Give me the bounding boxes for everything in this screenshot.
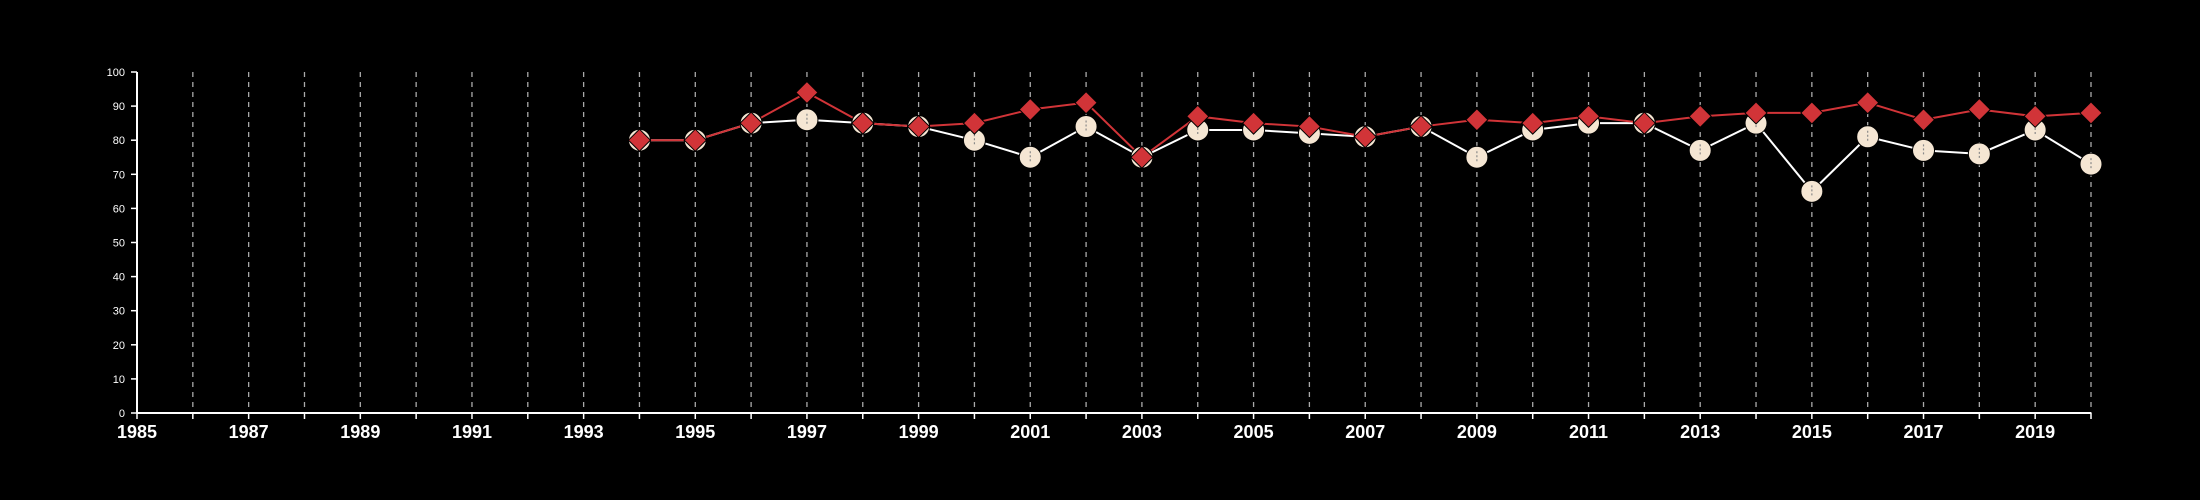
series-group	[627, 80, 2103, 203]
point-diamond	[739, 111, 763, 135]
point-diamond	[1465, 108, 1489, 132]
y-tick-label: 20	[113, 340, 125, 352]
y-tick-label: 50	[113, 238, 125, 250]
x-tick-label: 2003	[1122, 422, 1162, 442]
x-tick-label: 1999	[899, 422, 939, 442]
y-tick-label: 90	[113, 101, 125, 113]
y-tick-label: 80	[113, 135, 125, 147]
y-tick-label: 30	[113, 306, 125, 318]
axes: 0 10 20 30 40 50 60 70 80 90 100 1985 1987 1989 1991 19…	[107, 67, 2092, 442]
x-tick-label: 2009	[1457, 422, 1497, 442]
point-diamond	[851, 111, 875, 135]
point-diamond	[627, 128, 652, 152]
x-tick-label: 1993	[564, 422, 604, 442]
x-tick-label: 2013	[1680, 422, 1720, 442]
x-tick-label: 1995	[675, 422, 715, 442]
point-diamond	[2023, 104, 2047, 129]
point-diamond	[1911, 108, 1936, 132]
point-diamond	[1186, 104, 1210, 129]
point-diamond	[1018, 97, 1042, 122]
x-tick-label: 2017	[1903, 422, 1943, 442]
point-diamond	[1353, 125, 1377, 149]
point-diamond	[962, 111, 987, 135]
point-diamond	[1855, 90, 1880, 115]
point-diamond	[1967, 97, 1992, 122]
x-tick-label: 2019	[2015, 422, 2055, 442]
x-tick-label: 1991	[452, 422, 492, 442]
point-diamond	[1409, 114, 1433, 139]
x-tick-label: 1987	[229, 422, 269, 442]
point-diamond	[1744, 101, 1768, 125]
y-tick-label: 10	[113, 374, 125, 386]
point-diamond	[1297, 114, 1322, 139]
x-tick-label: 2015	[1792, 422, 1832, 442]
grid-lines	[192, 72, 2092, 413]
y-tick-label: 60	[113, 203, 125, 215]
x-tick-label: 2001	[1010, 422, 1050, 442]
point-diamond	[1800, 101, 1824, 125]
point-diamond	[1576, 104, 1601, 129]
x-tick-label: 1989	[340, 422, 380, 442]
point-diamond	[2079, 101, 2103, 125]
point-diamond	[1074, 90, 1098, 115]
y-tick-label: 70	[113, 169, 125, 181]
x-tick-label: 1997	[787, 422, 827, 442]
point-diamond	[1688, 104, 1712, 129]
x-tick-label: 1985	[117, 422, 157, 442]
y-tick-label: 40	[113, 272, 125, 284]
y-tick-label: 0	[119, 408, 125, 420]
point-diamond	[795, 80, 819, 105]
point-diamond	[1130, 145, 1154, 169]
x-tick-label: 2005	[1234, 422, 1274, 442]
point-diamond	[1632, 111, 1657, 135]
point-diamond	[1521, 111, 1545, 135]
x-tick-label: 2011	[1569, 422, 1608, 442]
x-tick-label: 2007	[1345, 422, 1385, 442]
point-diamond	[683, 128, 707, 152]
point-diamond	[906, 114, 931, 139]
point-diamond	[1241, 111, 1266, 135]
y-tick-label: 100	[107, 67, 125, 79]
